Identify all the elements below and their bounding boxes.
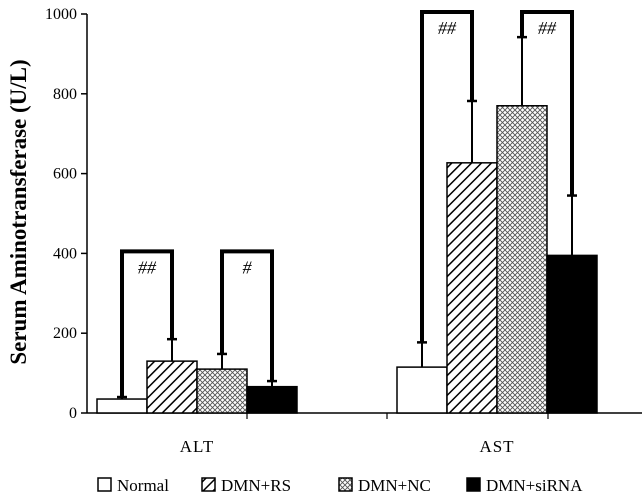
legend-swatch-normal — [97, 477, 112, 492]
y-tick-label: 800 — [53, 86, 77, 103]
y-tick-label: 600 — [53, 166, 77, 183]
significance-bracket — [120, 249, 174, 398]
bar-dmn-rs-alt — [146, 360, 198, 414]
significance-bracket — [220, 249, 274, 382]
bar-dmn-rs-ast — [446, 162, 498, 414]
significance-label: ## — [138, 257, 157, 277]
significance-bracket — [420, 10, 474, 343]
x-category-label-alt: ALT — [180, 437, 215, 456]
y-tick-label: 0 — [69, 405, 77, 422]
bar-dmn-sirna-ast — [546, 254, 598, 414]
bar-normal-alt — [96, 398, 148, 414]
bar-normal-ast — [396, 366, 448, 414]
legend-label-dmn-rs: DMN+RS — [221, 476, 291, 495]
bar-dmn-nc-alt — [196, 368, 248, 414]
significance-label: ## — [538, 18, 557, 38]
legend-label-dmn-nc: DMN+NC — [358, 476, 431, 495]
legend-label-dmn-sirna: DMN+siRNA — [486, 476, 583, 495]
significance-label: # — [243, 257, 253, 277]
bar-dmn-nc-ast — [496, 105, 548, 414]
legend-swatch-dmn-rs — [201, 477, 216, 492]
bar-dmn-sirna-alt — [246, 385, 298, 414]
significance-label: ## — [438, 18, 457, 38]
significance-bracket — [520, 10, 574, 196]
legend-label-normal: Normal — [117, 476, 169, 495]
x-category-label-ast: AST — [479, 437, 514, 456]
y-tick-label: 200 — [53, 325, 77, 342]
y-tick-label: 400 — [53, 245, 77, 262]
y-tick-label: 1000 — [45, 6, 77, 23]
legend: Normal DMN+RS DMN+NC DMN+siRNA — [97, 476, 583, 495]
legend-swatch-dmn-sirna — [466, 477, 481, 492]
legend-swatch-dmn-nc — [338, 477, 353, 492]
y-axis-label: Serum Aminotransferase (U/L) — [6, 59, 31, 364]
